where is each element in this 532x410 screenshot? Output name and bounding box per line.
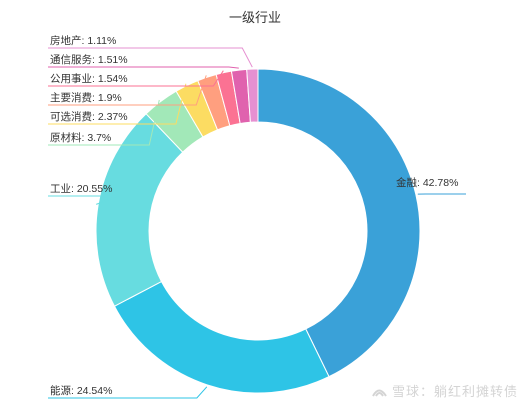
slice-1-arc xyxy=(257,68,421,378)
slice-8-label: 通信服务: 1.51% xyxy=(50,53,128,66)
slice-labels: 金融: 42.78% 能源: 24.54% 工业: 20.55% 原材料: 3.7% 可… xyxy=(48,34,466,399)
slice-9-label: 房地产: 1.11% xyxy=(50,34,116,47)
donut-slices xyxy=(95,68,421,394)
slice-4-leader-line xyxy=(48,99,160,146)
slice-2-arc xyxy=(113,280,330,394)
watermark-text: 雪球：躺红利摊转债 xyxy=(391,384,518,399)
slice-6-label: 主要消费: 1.9% xyxy=(50,91,122,104)
slice-2-label: 能源: 24.54% xyxy=(50,384,112,397)
slice-9-leader-line xyxy=(48,47,253,68)
snowball-logo-icon xyxy=(372,389,387,397)
slice-1-label: 金融: 42.78% xyxy=(396,176,458,189)
slice-9-arc xyxy=(246,68,259,123)
slice-4-label: 原材料: 3.7% xyxy=(50,131,111,144)
slice-3-label: 工业: 20.55% xyxy=(50,183,112,195)
slice-7-leader-line xyxy=(48,70,224,87)
slice-5-leader-line xyxy=(48,83,187,125)
slice-5-label: 可选消费: 2.37% xyxy=(50,110,128,123)
slice-2-leader-line xyxy=(48,386,208,399)
slice-3-leader-line xyxy=(48,195,119,205)
chart-title: 一级行业 xyxy=(229,10,281,25)
watermark: 雪球：躺红利摊转债 xyxy=(371,381,518,400)
slice-8-leader-line xyxy=(48,66,239,69)
slice-6-leader-line xyxy=(48,75,207,106)
slice-7-label: 公用事业: 1.54% xyxy=(50,72,128,85)
